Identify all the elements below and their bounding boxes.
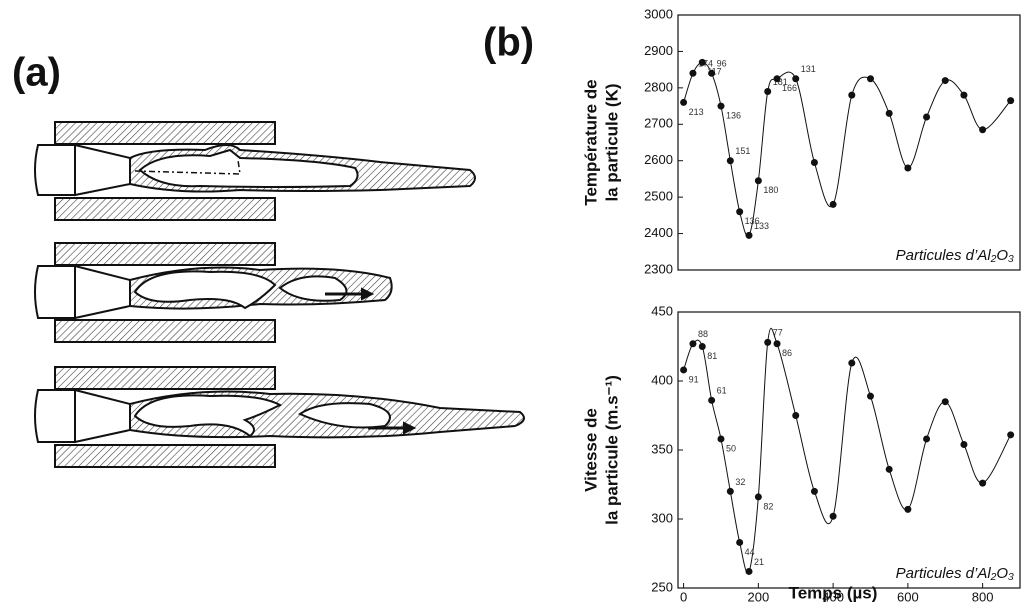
y-axis-title: la particule (K)	[602, 83, 621, 201]
annotation: Particules d’Al₂O₃	[896, 247, 1014, 264]
point-count: 82	[763, 501, 773, 511]
point-count: 21	[754, 557, 764, 567]
y-tick-label: 2900	[644, 43, 673, 58]
point	[698, 343, 706, 350]
point	[708, 69, 716, 77]
point	[904, 164, 912, 172]
y-tick-label: 2400	[644, 225, 673, 240]
point	[698, 58, 706, 66]
y-tick-label: 2600	[644, 152, 673, 167]
point-count: 180	[763, 185, 778, 195]
point	[829, 200, 837, 208]
point-count: 136	[726, 110, 741, 120]
point-count: 213	[689, 107, 704, 117]
y-axis-title: Température de	[581, 79, 600, 205]
line	[683, 61, 1012, 237]
point	[848, 359, 856, 367]
y-tick-label: 350	[651, 441, 673, 456]
y-axis-title: la particule (m.s⁻¹)	[602, 375, 621, 525]
y-tick-label: 2700	[644, 116, 673, 131]
point-count: 32	[735, 477, 745, 487]
point	[941, 77, 949, 85]
point	[689, 340, 697, 348]
x-tick-label: 200	[748, 589, 770, 604]
x-tick-label: 400	[822, 589, 844, 604]
point-count: 131	[801, 64, 816, 74]
point	[717, 435, 725, 443]
point-count: 166	[782, 83, 797, 93]
point	[866, 392, 874, 400]
point	[1007, 431, 1015, 439]
point-count: 44	[745, 547, 755, 557]
y-tick-label: 3000	[644, 6, 673, 21]
point	[792, 412, 800, 419]
point-count: 86	[782, 348, 792, 358]
point	[885, 465, 893, 473]
x-tick-label: 600	[897, 589, 919, 604]
y-tick-label: 2800	[644, 79, 673, 94]
point	[960, 440, 968, 448]
y-tick-label: 450	[651, 303, 673, 318]
plot-frame	[677, 14, 1021, 271]
point	[764, 88, 772, 95]
nozzle-diagram	[34, 121, 525, 468]
point-count: 81	[707, 351, 717, 361]
point	[773, 340, 781, 348]
point	[885, 109, 893, 117]
point	[736, 538, 744, 546]
y-tick-label: 250	[651, 579, 673, 594]
panel-label: (b)	[483, 21, 534, 65]
y-tick-label: 400	[651, 372, 673, 387]
point	[810, 159, 818, 167]
point-count: 50	[726, 443, 736, 453]
point-count: 181	[773, 77, 788, 87]
annotation: Particules d’Al₂O₃	[896, 565, 1014, 582]
point	[1007, 97, 1015, 105]
point	[708, 396, 716, 404]
point	[829, 512, 837, 520]
point	[764, 338, 772, 346]
point	[848, 91, 856, 99]
point-count: 151	[735, 146, 750, 156]
point	[941, 398, 949, 406]
point	[754, 177, 762, 185]
point	[923, 435, 931, 443]
point-count: 77	[773, 328, 783, 338]
point	[689, 69, 697, 77]
point	[810, 487, 818, 495]
point	[745, 567, 753, 575]
point	[979, 479, 987, 487]
point	[866, 75, 874, 83]
point-count: 61	[717, 386, 727, 396]
point	[923, 113, 931, 121]
point	[979, 126, 987, 134]
point	[773, 75, 781, 83]
x-axis-title: Temps (µs)	[789, 583, 878, 602]
x-tick-label: 0	[680, 589, 687, 604]
point-count: 91	[689, 374, 699, 384]
panel-label: (a)	[12, 51, 61, 95]
point	[754, 493, 762, 501]
point	[736, 208, 744, 216]
point-count: 136	[745, 216, 760, 226]
point	[726, 157, 734, 165]
point	[726, 487, 734, 495]
y-tick-label: 300	[651, 510, 673, 525]
point	[745, 231, 753, 239]
point	[960, 91, 968, 99]
y-tick-label: 2500	[644, 189, 673, 204]
point-count: 96	[717, 59, 727, 69]
y-tick-label: 2300	[644, 261, 673, 276]
point	[904, 505, 912, 513]
point	[717, 102, 725, 110]
point-count: 133	[754, 221, 769, 231]
point	[792, 75, 800, 83]
point-count: 88	[698, 329, 708, 339]
x-tick-label: 800	[972, 589, 994, 604]
point	[680, 366, 688, 374]
y-axis-title: Vitesse de	[581, 408, 600, 492]
point	[680, 98, 688, 106]
